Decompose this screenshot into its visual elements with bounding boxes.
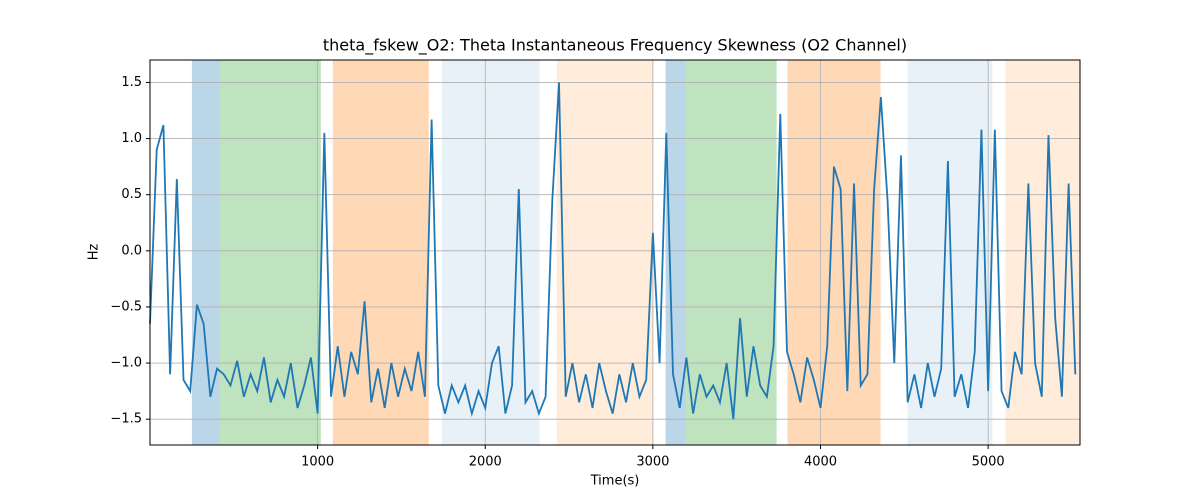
y-axis-label: Hz xyxy=(87,244,102,261)
y-tick-label: 1.0 xyxy=(121,131,142,146)
y-tick-label: 0.5 xyxy=(121,187,142,202)
shaded-span xyxy=(665,60,686,445)
x-tick-label: 2000 xyxy=(469,455,502,470)
data-line xyxy=(149,82,1077,420)
shaded-span xyxy=(556,60,654,445)
x-axis-label: Time(s) xyxy=(590,474,640,489)
x-tick-label: 3000 xyxy=(636,455,669,470)
plot-frame xyxy=(149,59,1081,446)
x-tick-label: 1000 xyxy=(301,455,334,470)
y-tick-label: 1.5 xyxy=(121,75,142,90)
shaded-span xyxy=(441,60,540,445)
shaded-span xyxy=(685,60,777,445)
y-tick-label: −0.5 xyxy=(110,299,142,314)
y-tick-label: −1.5 xyxy=(110,412,142,427)
x-tick-label: 4000 xyxy=(804,455,837,470)
x-tick-label: 5000 xyxy=(972,455,1005,470)
shaded-span xyxy=(787,60,881,445)
shaded-span xyxy=(219,60,321,445)
y-tick-label: −1.0 xyxy=(110,356,142,371)
shaded-span xyxy=(191,60,220,445)
y-tick-label: 0.0 xyxy=(121,243,142,258)
chart-title: theta_fskew_O2: Theta Instantaneous Freq… xyxy=(323,36,907,56)
